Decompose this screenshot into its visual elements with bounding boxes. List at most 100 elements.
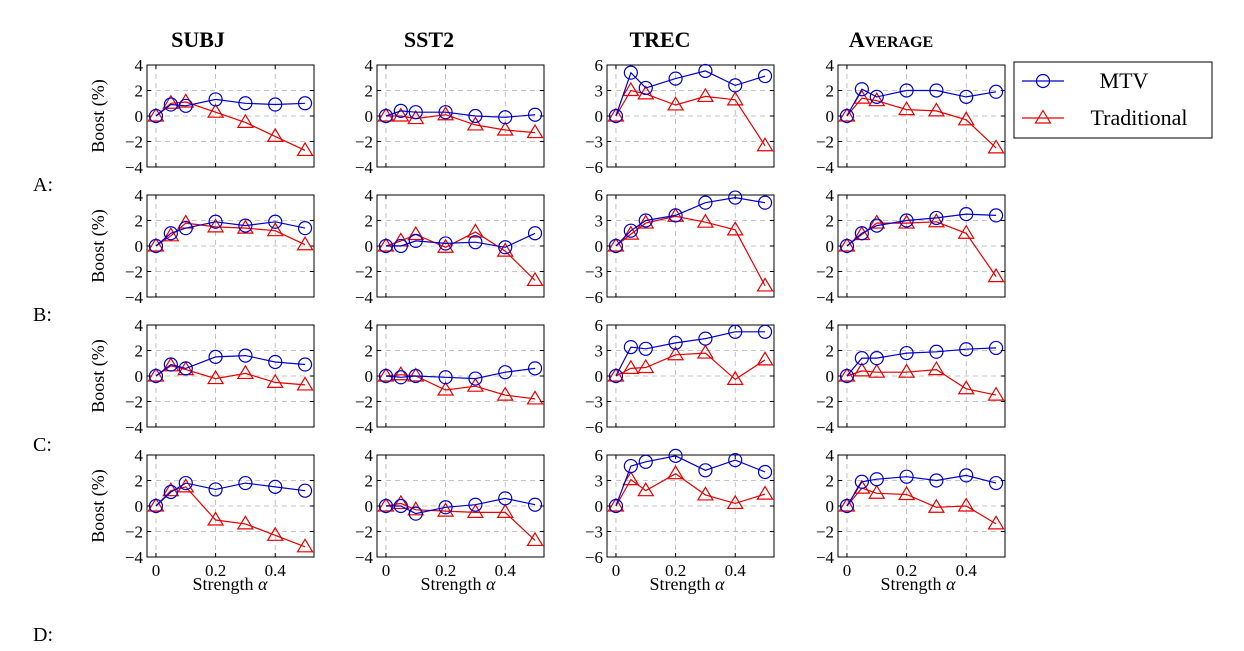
y-tick-label: −4 xyxy=(125,288,144,307)
point-mtv xyxy=(757,464,773,480)
row-label-a: A: xyxy=(33,174,53,196)
point-mtv xyxy=(393,370,408,385)
series-line-mtv xyxy=(155,98,306,117)
point-mtv xyxy=(668,448,683,463)
point-traditional xyxy=(392,494,410,510)
point-mtv xyxy=(638,341,653,356)
point-mtv xyxy=(163,226,178,241)
point-traditional xyxy=(898,485,916,501)
point-mtv xyxy=(378,368,394,384)
y-tick-label: 4 xyxy=(135,446,144,465)
point-mtv xyxy=(959,468,974,483)
point-traditional xyxy=(957,111,975,126)
y-tick-label: 4 xyxy=(365,186,374,205)
y-tick-label: −2 xyxy=(355,133,373,152)
point-traditional xyxy=(756,277,774,292)
point-mtv xyxy=(178,221,193,236)
point-mtv xyxy=(623,65,638,80)
ylabel-row-c: Boost (%) xyxy=(88,339,109,413)
xlabel-subj: Strength α xyxy=(193,574,269,594)
y-tick-label: 4 xyxy=(826,316,835,335)
point-traditional xyxy=(726,221,744,236)
panel-a-subj: 4 2 0 −2 −4 xyxy=(125,56,315,177)
point-traditional xyxy=(622,225,640,240)
point-mtv xyxy=(728,453,743,468)
point-traditional xyxy=(838,367,856,382)
series-line-traditional xyxy=(615,352,766,381)
point-traditional xyxy=(756,351,774,366)
point-mtv xyxy=(268,214,283,229)
y-tick-label: −3 xyxy=(585,393,603,412)
point-mtv xyxy=(988,208,1004,223)
y-tick-label: 4 xyxy=(826,56,835,75)
ylabel-row-d: Boost (%) xyxy=(88,469,109,543)
column-title-average-initial: A xyxy=(849,27,865,52)
point-traditional xyxy=(266,222,284,237)
point-mtv xyxy=(623,340,638,355)
point-traditional xyxy=(236,515,254,530)
point-mtv xyxy=(297,96,313,111)
series-line-traditional xyxy=(385,502,536,541)
xlabel-trec-alpha: α xyxy=(715,574,725,594)
y-tick-label: 0 xyxy=(365,237,374,256)
y-tick-label: −2 xyxy=(125,133,143,152)
legend-traditional-label: Traditional xyxy=(1091,105,1188,130)
point-traditional xyxy=(927,102,945,117)
y-tick-label: −2 xyxy=(355,393,373,412)
panel-a-average: 4 2 0 −2 −4 xyxy=(816,56,1006,177)
y-tick-label: 2 xyxy=(826,82,835,101)
point-mtv xyxy=(408,233,423,248)
series-line-traditional xyxy=(846,221,997,277)
point-mtv xyxy=(268,97,283,112)
panel-d-subj: 4 2 0 −2 −4 0 0.2 0.4 xyxy=(125,446,315,580)
point-mtv xyxy=(854,474,869,489)
point-mtv xyxy=(498,240,513,255)
x-tick-label: 0 xyxy=(152,561,161,580)
point-mtv xyxy=(208,482,223,497)
y-tick-label: 0 xyxy=(135,497,144,516)
point-mtv xyxy=(929,210,944,226)
point-traditional xyxy=(622,470,640,486)
y-tick-label: 0 xyxy=(826,367,835,386)
series-line-mtv xyxy=(846,213,997,247)
point-mtv xyxy=(638,454,653,469)
point-traditional xyxy=(377,237,395,252)
point-mtv xyxy=(854,82,869,97)
point-mtv xyxy=(869,351,884,366)
point-traditional xyxy=(868,92,886,107)
point-traditional xyxy=(162,94,180,109)
column-title-average-rest: VERAGE xyxy=(865,34,933,51)
point-traditional xyxy=(496,121,514,136)
x-tick-label: 0.4 xyxy=(956,561,978,580)
point-traditional xyxy=(838,107,856,122)
y-tick-label: 0 xyxy=(826,497,835,516)
point-mtv xyxy=(148,498,164,514)
point-traditional xyxy=(266,127,284,142)
legend-traditional-marker xyxy=(1034,109,1052,124)
point-traditional xyxy=(526,531,544,547)
point-mtv xyxy=(408,368,423,384)
xlabel-sst2-alpha: α xyxy=(486,574,496,594)
point-traditional xyxy=(607,367,625,382)
series-line-mtv xyxy=(155,354,306,377)
y-tick-label: 2 xyxy=(365,472,374,491)
x-tick-label: 0.4 xyxy=(725,561,747,580)
series-line-traditional xyxy=(615,89,766,147)
point-traditional xyxy=(496,503,514,518)
point-mtv xyxy=(297,221,313,236)
point-mtv xyxy=(839,368,855,384)
point-traditional xyxy=(296,376,314,391)
point-traditional xyxy=(868,484,886,499)
point-mtv xyxy=(408,105,423,120)
y-tick-label: 0 xyxy=(595,367,604,386)
point-traditional xyxy=(637,482,655,497)
point-traditional xyxy=(236,364,254,380)
y-tick-label: −2 xyxy=(816,393,834,412)
series-line-mtv xyxy=(615,196,766,247)
point-mtv xyxy=(148,238,164,254)
point-mtv xyxy=(163,484,178,500)
point-mtv xyxy=(438,370,453,385)
point-traditional xyxy=(407,367,425,382)
point-traditional xyxy=(437,106,455,121)
point-traditional xyxy=(696,87,714,103)
